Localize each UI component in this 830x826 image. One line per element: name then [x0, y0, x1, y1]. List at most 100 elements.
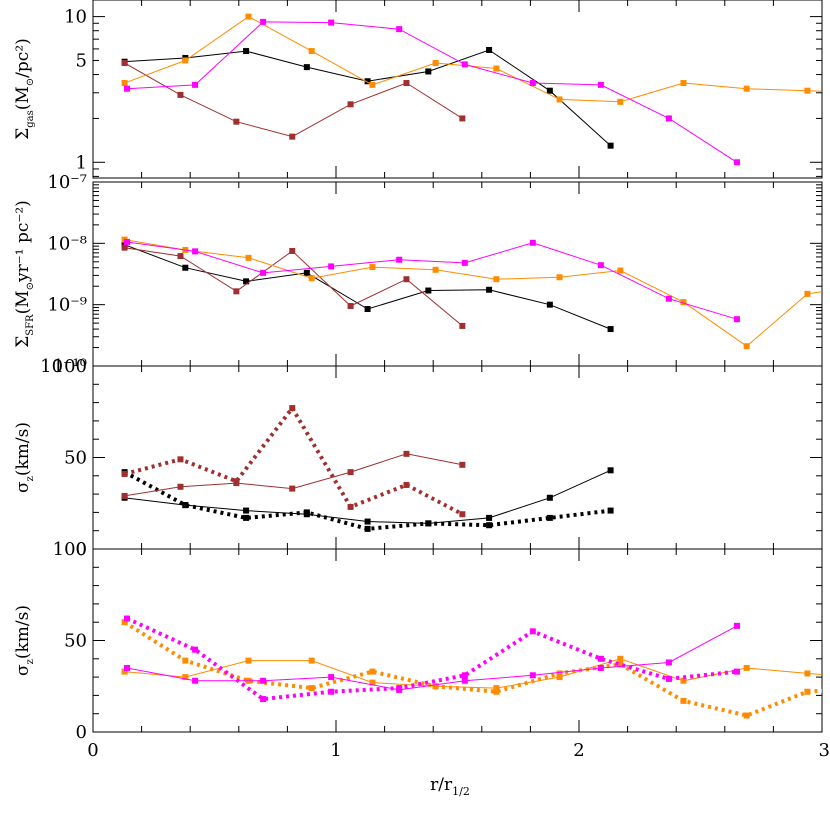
panel-frame	[92, 548, 823, 733]
x-tick-label: 3	[819, 740, 830, 761]
panel-1: 1 5 10 Σgas(M⊙/pc²)	[13, 0, 823, 179]
data-point	[347, 469, 354, 476]
data-point	[121, 60, 128, 67]
data-point	[546, 514, 553, 521]
data-point	[607, 142, 614, 149]
data-point	[124, 664, 131, 671]
data-point	[597, 81, 604, 88]
data-point	[459, 511, 466, 518]
y-tick-label: 5	[76, 50, 87, 71]
y-axis-label: σz(km/s)	[13, 422, 36, 493]
data-point	[680, 697, 687, 704]
series-line-black-solid	[124, 244, 611, 330]
data-point	[743, 712, 750, 719]
data-point	[192, 81, 199, 88]
data-point	[804, 290, 811, 297]
data-point	[665, 659, 672, 666]
data-point	[308, 48, 315, 55]
data-point	[617, 98, 624, 105]
y-tick-label: 10⁻⁸	[47, 233, 87, 254]
series-group	[121, 615, 822, 719]
data-point	[328, 263, 335, 270]
data-point	[425, 520, 432, 527]
data-point	[396, 26, 403, 33]
data-point	[665, 675, 672, 682]
data-point	[617, 267, 624, 274]
y-tick-label: 50	[64, 448, 87, 469]
data-point	[328, 674, 335, 681]
data-point	[432, 266, 439, 273]
data-point	[289, 485, 296, 492]
panel-2: 10⁻¹⁰ 10⁻⁹ 10⁻⁸ 10⁻⁷ ΣSFR(M⊙yr⁻¹ pc⁻²)	[13, 172, 823, 377]
data-point	[486, 46, 493, 53]
y-tick-label: 100	[53, 356, 87, 377]
series-group	[121, 404, 614, 532]
y-tick-label: 0	[76, 722, 87, 743]
x-axis: r/r1/2	[430, 775, 470, 798]
data-point	[556, 274, 563, 281]
data-point	[364, 525, 371, 532]
y-tick-label: 10⁻¹⁰	[40, 356, 87, 377]
data-point	[733, 316, 740, 323]
data-point	[233, 478, 240, 485]
data-point	[459, 461, 466, 468]
data-point	[308, 275, 315, 282]
data-point	[461, 677, 468, 684]
data-point	[364, 305, 371, 312]
data-point	[486, 522, 493, 529]
data-point	[347, 303, 354, 310]
data-point	[124, 239, 131, 246]
data-point	[192, 248, 199, 255]
data-point	[182, 264, 189, 271]
data-point	[289, 405, 296, 412]
data-point	[529, 672, 536, 679]
data-point	[260, 18, 267, 25]
data-point	[733, 622, 740, 629]
data-point	[121, 492, 128, 499]
data-point	[245, 254, 252, 261]
panel-3: 0 50 100 σz(km/s)	[13, 356, 823, 560]
data-point	[680, 299, 687, 306]
data-point	[243, 514, 250, 521]
data-point	[182, 674, 189, 681]
data-point	[243, 507, 250, 514]
data-point	[245, 13, 252, 20]
panel-frame	[92, 181, 823, 367]
data-point	[556, 670, 563, 677]
data-point	[369, 668, 376, 675]
series-line-orange-solid	[124, 658, 822, 689]
series-line-magenta-dotted	[126, 616, 738, 702]
data-point	[182, 502, 189, 509]
data-point	[804, 87, 811, 94]
data-point	[192, 646, 199, 653]
data-point	[243, 48, 250, 55]
data-point	[177, 253, 184, 260]
y-tick-label: 1	[76, 152, 87, 173]
data-point	[289, 133, 296, 140]
y-axis-label: Σgas(M⊙/pc²)	[13, 38, 36, 140]
data-point	[493, 685, 500, 692]
data-point	[124, 615, 131, 622]
data-point	[680, 677, 687, 684]
x-axis-label: r/r1/2	[430, 775, 470, 798]
series-group	[121, 236, 822, 350]
data-point	[403, 276, 410, 283]
data-point	[369, 264, 376, 271]
series-group	[121, 13, 822, 166]
data-point	[369, 81, 376, 88]
series-line-orange-solid	[124, 239, 822, 347]
data-point	[396, 685, 403, 692]
y-tick-label: 0	[76, 539, 87, 560]
data-point	[403, 481, 410, 488]
data-point	[665, 295, 672, 302]
data-point	[260, 677, 267, 684]
data-point	[233, 118, 240, 125]
data-point	[743, 343, 750, 350]
data-point	[546, 494, 553, 501]
y-tick-label: 100	[53, 539, 87, 560]
data-point	[403, 80, 410, 87]
x-tick-label: 0	[87, 740, 98, 761]
data-point	[546, 301, 553, 308]
series-line-orange-solid	[124, 16, 822, 103]
